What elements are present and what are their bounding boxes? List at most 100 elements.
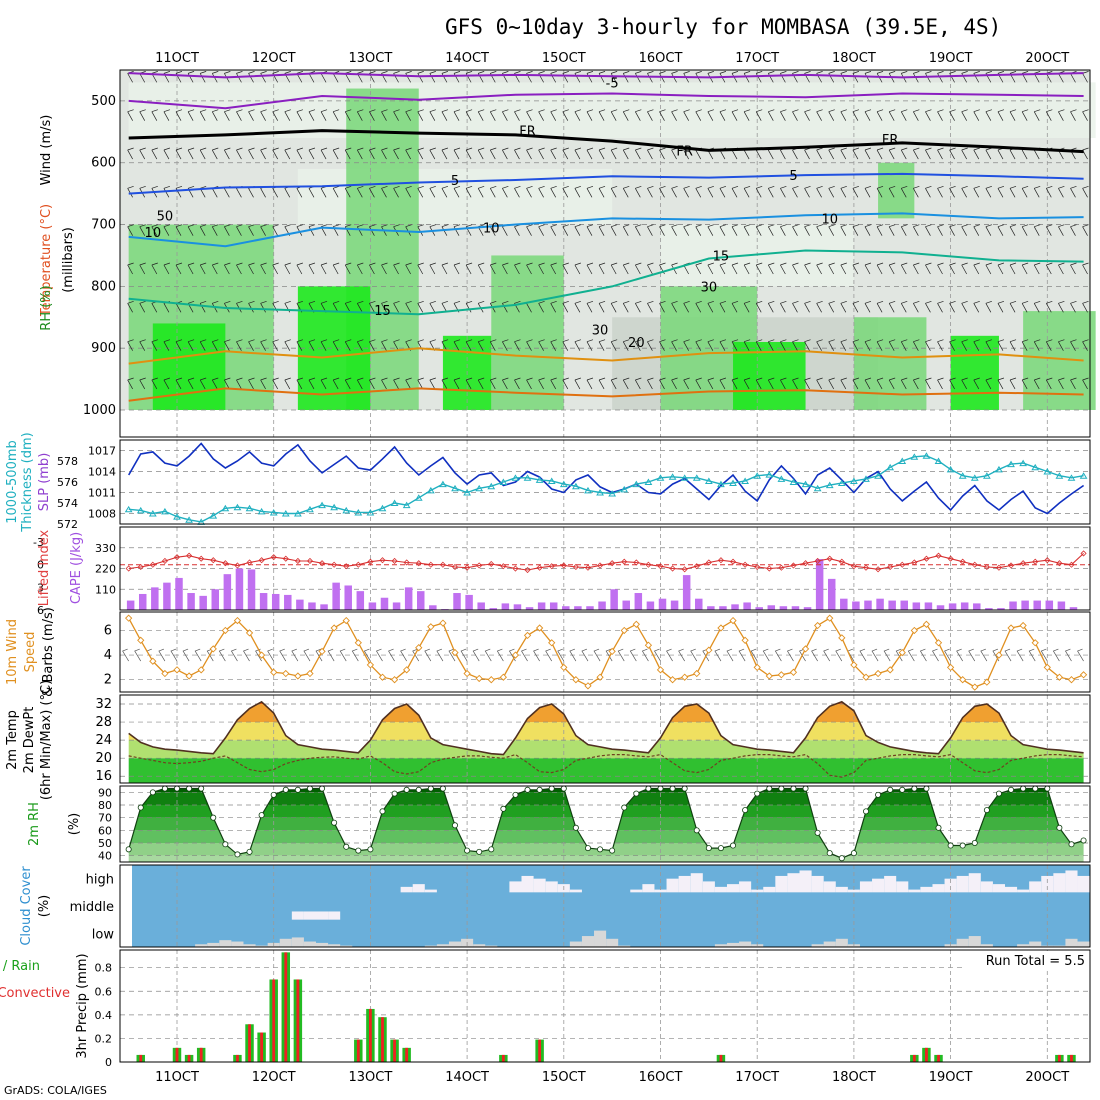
surface-wind-barb xyxy=(194,648,202,662)
wind-barb xyxy=(767,262,775,275)
thickness-marker xyxy=(862,475,870,482)
thickness-marker xyxy=(306,505,314,513)
cape-bar xyxy=(1069,607,1078,610)
cape-bar xyxy=(924,602,933,610)
wind-barb xyxy=(635,377,642,390)
cloud-high-bar xyxy=(932,884,945,893)
rh-marker xyxy=(536,786,543,793)
wind-barb xyxy=(151,377,158,390)
surface-wind-barb xyxy=(218,648,226,662)
thickness-tick-label: 572 xyxy=(57,518,78,531)
wind-barb xyxy=(622,377,630,390)
wind-barb xyxy=(1058,377,1065,390)
surface-wind-barb xyxy=(690,648,698,662)
wind-barb xyxy=(199,109,207,121)
wind-barb xyxy=(260,300,267,313)
lifted-marker xyxy=(669,565,676,572)
wind-barb xyxy=(792,109,799,121)
wind-barb xyxy=(985,300,992,313)
wind-barb xyxy=(804,224,811,236)
wind-barb xyxy=(635,339,642,351)
wind-barb xyxy=(707,186,714,198)
wind-barb xyxy=(272,262,279,275)
wind-barb xyxy=(127,224,134,236)
wind-barb xyxy=(163,186,171,198)
surface-wind-barb xyxy=(375,648,383,662)
wind-barb xyxy=(925,147,932,160)
rh-marker xyxy=(802,785,809,792)
cloud-high-bar xyxy=(509,881,522,893)
wind-barb xyxy=(163,147,171,160)
rh-marker xyxy=(814,829,821,836)
wind-marker xyxy=(354,639,362,647)
precip-convective-bar xyxy=(501,1054,505,1062)
wind-barb xyxy=(538,224,545,236)
wind-barb xyxy=(502,377,509,390)
wind-barb xyxy=(248,109,255,121)
surface-wind-barb xyxy=(750,648,758,662)
rh-marker xyxy=(584,845,591,852)
pressure-tick-label: 600 xyxy=(91,156,116,171)
wind-marker xyxy=(596,673,604,681)
wind-barb xyxy=(441,224,449,236)
thickness-marker xyxy=(451,484,459,492)
wind-barb xyxy=(248,262,255,275)
surface-wind-barb xyxy=(617,648,625,662)
wind-marker xyxy=(1007,624,1015,632)
cloud-middle-bar xyxy=(291,911,304,920)
wind-barb xyxy=(719,109,727,121)
wind-barb xyxy=(550,300,557,313)
rh-marker xyxy=(645,785,652,792)
wind-barb xyxy=(816,262,823,275)
rh-tick-label: 90 xyxy=(98,786,112,799)
pressure-tick-label: 500 xyxy=(91,94,116,109)
top-date-label: 13OCT xyxy=(349,51,393,66)
wind-barb xyxy=(308,224,316,236)
panel-cloud: high middle low Cloud Cover (%) xyxy=(19,864,1091,948)
wind-marker xyxy=(668,676,677,684)
wind-barb xyxy=(925,71,932,83)
wind-barb xyxy=(586,262,594,275)
thickness-marker xyxy=(402,501,411,509)
cloud-high-bar xyxy=(763,886,776,893)
wind-barb xyxy=(900,300,908,313)
cloud-low-bar xyxy=(195,944,208,947)
wind-barb xyxy=(792,377,799,390)
wind-barb xyxy=(453,339,461,351)
wind-barb xyxy=(1045,109,1053,121)
wind-barb xyxy=(985,377,992,390)
wind-barb xyxy=(272,147,279,160)
slp-line xyxy=(128,442,1085,515)
rh-marker xyxy=(838,855,845,862)
cloud-low-bar xyxy=(618,945,631,947)
precip-convective-bar xyxy=(912,1054,916,1062)
temperature-contour xyxy=(128,387,1084,402)
cape-bar xyxy=(997,608,1005,610)
thickness-marker xyxy=(632,480,641,488)
wind-barb xyxy=(344,339,352,351)
wind-barb xyxy=(888,339,896,351)
lifted-marker xyxy=(705,559,712,566)
wind-barb xyxy=(284,109,291,121)
wind-barb xyxy=(719,224,727,236)
wind-barb xyxy=(804,339,811,351)
surface-wind-barb xyxy=(907,648,915,662)
wind-barb xyxy=(961,377,968,390)
thickness-marker xyxy=(354,508,363,516)
rh-marker xyxy=(367,846,374,853)
lifted-marker xyxy=(850,563,857,570)
wind-marker xyxy=(294,672,302,680)
precip-convective-bar xyxy=(272,979,276,1062)
wind-barb xyxy=(1070,262,1077,275)
wind-barb xyxy=(151,224,158,236)
cape-bar xyxy=(453,593,461,610)
wind-marker xyxy=(850,661,858,669)
wind-barb xyxy=(550,262,557,275)
cloud-level-label: middle xyxy=(70,900,114,915)
wind-barb xyxy=(1082,300,1089,313)
cape-bar xyxy=(126,600,135,610)
precip-convective-bar xyxy=(405,1047,409,1062)
wind-barb xyxy=(683,339,690,351)
wind-barb xyxy=(622,109,630,121)
wind-barb xyxy=(876,262,884,275)
